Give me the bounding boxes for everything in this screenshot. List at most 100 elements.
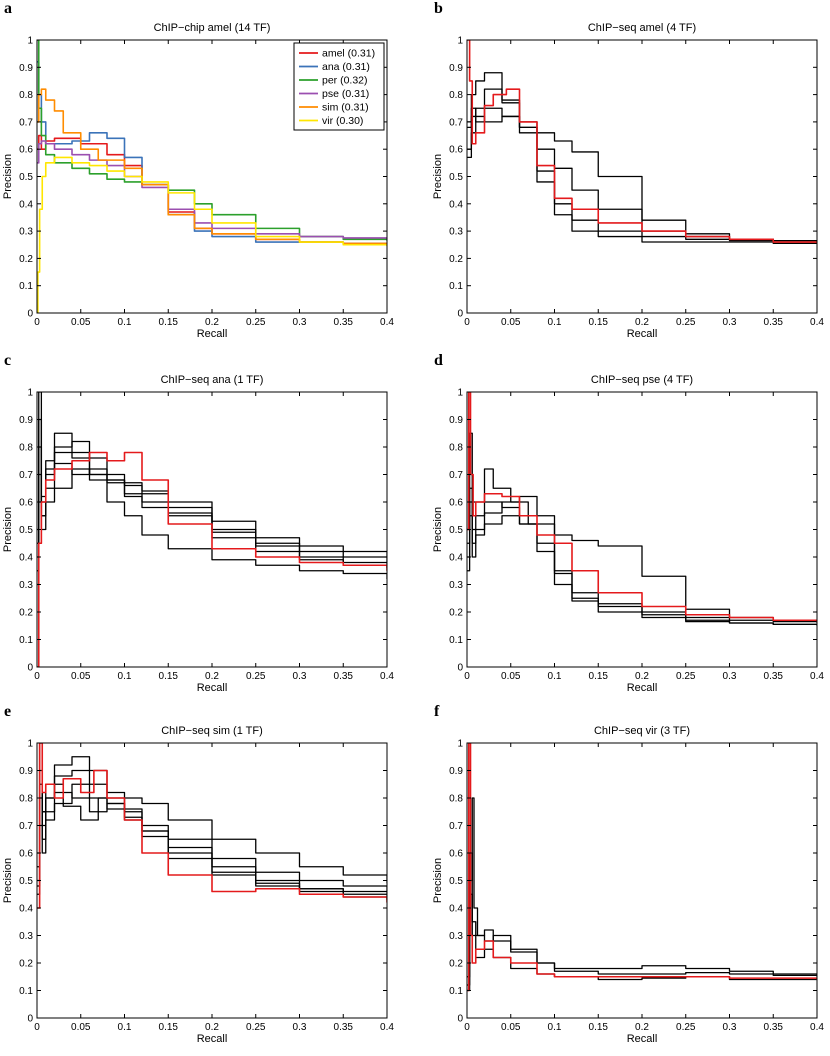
x-tick-label: 0.2: [205, 671, 219, 682]
x-tick-label: 0: [34, 317, 40, 328]
series-group: [37, 743, 387, 909]
x-tick-label: 0.4: [380, 1022, 394, 1033]
y-tick-label: 0.5: [19, 876, 33, 887]
series-line-other: [467, 515, 817, 626]
x-tick-label: 0.35: [764, 317, 784, 328]
y-tick-label: 0.6: [449, 498, 463, 509]
y-tick-label: 0.8: [19, 90, 33, 101]
y-tick-label: 0.5: [449, 172, 463, 183]
y-tick-label: 0.7: [449, 470, 463, 481]
y-tick-label: 0: [457, 663, 463, 674]
x-tick-label: 0.2: [635, 317, 649, 328]
series-line-other: [37, 468, 387, 579]
y-tick-label: 0.9: [449, 63, 463, 74]
y-tick-label: 0.6: [449, 145, 463, 156]
x-tick-label: 0.4: [810, 1022, 824, 1033]
y-axis-label: Precision: [2, 507, 14, 552]
legend-entry: ana (0.31): [322, 61, 370, 73]
chart-panel-c: c ChIP−seq ana (1 TF) 0 0.05 0.1 0.15 0.2 0.25 0…: [2, 352, 394, 694]
chart-title: ChIP−seq vir (3 TF): [594, 725, 690, 737]
x-tick-label: 0.05: [71, 317, 91, 328]
series-line-other: [467, 852, 817, 978]
y-tick-label: 0.1: [19, 986, 33, 997]
x-tick-label: 0.4: [380, 317, 394, 328]
x-tick-label: 0.4: [810, 671, 824, 682]
series-group: [467, 40, 817, 245]
x-tick-label: 0: [464, 1022, 470, 1033]
y-tick-label: 1: [457, 388, 463, 399]
x-tick-label: 0.3: [293, 671, 307, 682]
series-line-other: [467, 797, 817, 992]
x-tick-label: 0.1: [548, 1022, 562, 1033]
x-tick-label: 0: [464, 317, 470, 328]
y-tick-label: 0: [27, 309, 33, 320]
y-tick-label: 0.2: [19, 959, 33, 970]
x-axis-label: Recall: [627, 682, 658, 694]
y-tick-label: 1: [27, 388, 33, 399]
x-tick-label: 0.1: [118, 671, 132, 682]
panel-letter: b: [434, 0, 443, 17]
series-line-vir: [467, 743, 817, 992]
x-tick-label: 0.25: [676, 317, 696, 328]
x-tick-label: 0.35: [334, 671, 354, 682]
y-tick-label: 0.1: [449, 635, 463, 646]
y-tick-label: 0.1: [449, 986, 463, 997]
y-tick-label: 0.3: [19, 580, 33, 591]
series-group: [467, 743, 817, 992]
y-tick-label: 0.2: [449, 959, 463, 970]
series-group: [37, 40, 387, 313]
y-tick-label: 0: [27, 663, 33, 674]
x-tick-label: 0.15: [159, 671, 179, 682]
y-tick-label: 0.5: [19, 172, 33, 183]
x-tick-label: 0.25: [676, 671, 696, 682]
y-tick-label: 0.1: [449, 281, 463, 292]
y-tick-label: 0.1: [19, 281, 33, 292]
x-tick-label: 0: [34, 1022, 40, 1033]
y-tick-label: 0.5: [19, 525, 33, 536]
y-tick-label: 0.6: [19, 498, 33, 509]
x-tick-label: 0.35: [764, 671, 784, 682]
x-tick-label: 0.1: [548, 317, 562, 328]
x-tick-label: 0.2: [635, 671, 649, 682]
y-tick-label: 0.8: [19, 443, 33, 454]
x-tick-label: 0.05: [501, 317, 521, 328]
x-tick-label: 0.25: [246, 317, 266, 328]
y-tick-label: 0.1: [19, 635, 33, 646]
legend-entry: amel (0.31): [322, 48, 375, 60]
y-tick-label: 0.7: [19, 821, 33, 832]
panel-letter: f: [434, 703, 440, 720]
x-tick-label: 0.15: [159, 1022, 179, 1033]
x-axis-label: Recall: [197, 328, 228, 340]
legend-entry: per (0.32): [322, 75, 368, 87]
x-tick-label: 0.05: [501, 671, 521, 682]
y-tick-label: 0.2: [449, 254, 463, 265]
chart-panel-b: b ChIP−seq amel (4 TF) 0 0.05 0.1 0.15 0.2 0.25…: [432, 0, 824, 340]
y-tick-label: 0.8: [449, 443, 463, 454]
panel-letter: e: [4, 703, 11, 720]
legend: amel (0.31)ana (0.31) per (0.32)pse (0.31…: [293, 42, 385, 131]
series-line-amel: [467, 40, 817, 244]
y-tick-label: 0.7: [449, 117, 463, 128]
y-tick-label: 0.7: [19, 470, 33, 481]
x-tick-label: 0.2: [205, 1022, 219, 1033]
x-tick-label: 0.2: [635, 1022, 649, 1033]
chart-title: ChIP−seq sim (1 TF): [161, 725, 263, 737]
x-tick-label: 0.15: [159, 317, 179, 328]
series-line-ana: [37, 451, 387, 667]
x-tick-label: 0: [464, 671, 470, 682]
y-axis-label: Precision: [2, 858, 14, 903]
x-tick-label: 0.1: [118, 317, 132, 328]
x-tick-label: 0.35: [334, 317, 354, 328]
chart-panel-a: a ChIP−chip amel (14 TF) 0 0.05 0.1 0.15 0.2 0.…: [2, 0, 394, 340]
y-axis-label: Precision: [2, 154, 14, 199]
x-tick-label: 0.3: [293, 1022, 307, 1033]
y-tick-label: 0.2: [19, 254, 33, 265]
chart-title: ChIP−seq ana (1 TF): [161, 374, 264, 386]
chart-panel-e: e ChIP−seq sim (1 TF) 0 0.05 0.1 0.15 0.2 0.25 0…: [2, 703, 394, 1045]
y-tick-label: 0.3: [449, 580, 463, 591]
y-tick-label: 1: [457, 36, 463, 47]
plot-frame: [466, 391, 818, 668]
y-tick-label: 0.3: [19, 227, 33, 238]
x-tick-label: 0.3: [723, 1022, 737, 1033]
